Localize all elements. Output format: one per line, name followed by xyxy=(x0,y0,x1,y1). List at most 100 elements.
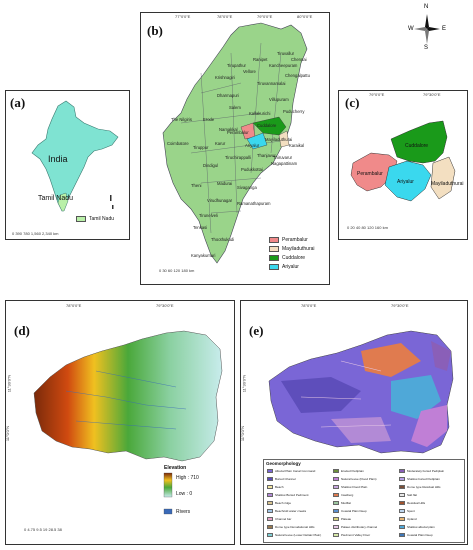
place-label: Karaikal xyxy=(289,143,305,148)
b-tick-top: 80°0'0"E xyxy=(297,14,313,19)
cuddalore-legend: Cuddalore xyxy=(282,255,306,261)
geomorphology-legend-swatch xyxy=(267,501,273,505)
d-tick-top: 78°0'0"E xyxy=(66,303,82,308)
geomorphology-legend-swatch xyxy=(333,477,339,481)
place-label: Perambalur xyxy=(227,130,249,135)
geomorphology-legend-swatch xyxy=(333,525,339,529)
geomorphology-legend-swatch xyxy=(267,509,273,513)
geomorphology-legend-swatch xyxy=(399,477,405,481)
perambalur-legend: Perambalur xyxy=(282,237,308,243)
north-arrow: N S W E xyxy=(408,4,447,51)
geomorphology-legend-swatch xyxy=(333,501,339,505)
geomorphology-legend-title: Geomorphology xyxy=(266,461,301,466)
compass-e: E xyxy=(442,26,447,32)
geomorphology-legend-label: Shallow buried Pediplain xyxy=(407,476,440,481)
geomorphology-legend-swatch xyxy=(399,485,405,489)
panel-d-label: (d) xyxy=(14,323,30,338)
place-label: Ramanathapuram xyxy=(237,201,271,206)
place-label: Kanyakumari xyxy=(191,253,216,258)
geomorphology-legend-swatch xyxy=(333,493,339,497)
geomorphology-legend-swatch xyxy=(333,517,339,521)
ariyalur-map-label: Ariyalur xyxy=(397,179,414,185)
b-tick-top: 79°0'0"E xyxy=(257,14,273,19)
geomorphology-legend-swatch xyxy=(333,469,339,473)
place-label: Madurai xyxy=(217,181,233,186)
place-label: Tiruvannamalai xyxy=(257,81,286,86)
place-label: Tiruvallur xyxy=(277,51,295,56)
c-tick-top: 79°0'0"E xyxy=(369,92,385,97)
geomorphology-legend-label: Upland xyxy=(407,516,417,521)
geomorphology-legend-swatch xyxy=(399,525,405,529)
place-label: Villupuram xyxy=(269,97,289,102)
geomorphology-legend-swatch xyxy=(333,485,339,489)
place-label: Salem xyxy=(229,105,241,110)
geomorphology-legend-swatch xyxy=(267,485,273,489)
place-label: Dindigul xyxy=(203,163,219,168)
geomorphology-legend: Geomorphology Alluvial Plain Canal Comma… xyxy=(263,459,465,543)
e-tick-top: 79°30'0"E xyxy=(391,303,409,308)
geomorphology-legend-swatch xyxy=(399,517,405,521)
place-label: Chennai xyxy=(291,57,307,62)
geomorphology-legend-label: Palaeo distributary channel xyxy=(341,524,378,529)
geomorphology-legend-swatch xyxy=(267,477,273,481)
panel-a-label: (a) xyxy=(10,95,26,110)
compass-n: N xyxy=(424,4,429,10)
panel-d-scale: 0 4.75 9.5 19 28.5 38 xyxy=(24,527,62,532)
geomorphology-legend-label: Piedmont Valley Floor xyxy=(341,532,371,537)
geomorphology-legend-label: Shallow Buried Pediment xyxy=(275,492,309,497)
geomorphology-legend-label: Alluvial Plain Canal Command xyxy=(275,468,316,473)
panel-d-elevation-map: (d) 78°0'0"E 79°30'0"E 11°30'0"N 11°0' xyxy=(5,300,235,545)
compass-rose-icon xyxy=(414,14,440,44)
geomorphology-legend-swatch xyxy=(399,533,405,537)
e-tick-top: 78°0'0"E xyxy=(301,303,317,308)
geomorphology-legend-swatch xyxy=(399,509,405,513)
panel-a-india-map: (a) India Tamil Nadu Tamil Nadu 0 390 78… xyxy=(5,90,130,240)
geomorphology-legend-label: Channel bar xyxy=(275,516,292,521)
tamil-nadu-label: Tamil Nadu xyxy=(38,195,74,202)
ariyalur-swatch xyxy=(269,264,279,270)
place-label: Sivaganga xyxy=(237,185,257,190)
geomorphology-legend-label: Inselberg xyxy=(341,492,354,497)
geomorphology-legend-label: Natural levee (Lower Deltaic Plain) xyxy=(275,532,322,537)
geomorphology-legend-label: Shallow alluvial plain xyxy=(407,524,435,529)
d-tick-left: 11°30'0"N xyxy=(6,374,12,393)
c-tick-top: 79°30'0"E xyxy=(423,92,441,97)
geomorphology-legend-swatch xyxy=(267,525,273,529)
geomorphology-legend-label: Shallow Flood Plain xyxy=(341,484,368,489)
geomorphology-legend-label: Natural levee (Flood Plain) xyxy=(341,476,377,481)
place-label: Theni xyxy=(191,183,202,188)
mayiladuthurai-map-label: Mayiladuthurai xyxy=(431,181,464,187)
geomorphology-legend-swatch xyxy=(333,509,339,513)
ariyalur-legend: Ariyalur xyxy=(282,264,299,270)
geomorphology-legend-label: Spent xyxy=(407,508,415,513)
compass-s: S xyxy=(424,45,429,51)
place-label: Kallakurichi xyxy=(249,111,271,116)
panel-a-scale: 0 390 780 1,560 2,340 km xyxy=(12,231,59,236)
e-tick-left: 11°30'0"N xyxy=(241,374,247,393)
place-label: Coimbatore xyxy=(167,141,189,146)
place-label: Namakkal xyxy=(219,127,238,132)
elevation-high: High : 710 xyxy=(176,475,199,481)
place-label: Tiruppur xyxy=(193,145,209,150)
place-label: Tirunelveli xyxy=(199,213,218,218)
d-tick-top: 79°30'0"E xyxy=(156,303,174,308)
geomorphology-legend-label: Buried Channel xyxy=(275,476,296,481)
geomorphology-legend-label: Dome type Denudational Hills xyxy=(275,524,315,529)
cuddalore-swatch xyxy=(269,255,279,261)
place-label: Virudhunagar xyxy=(207,198,233,203)
place-label: Tirupathur xyxy=(227,63,246,68)
place-label: Tiruchirappalli xyxy=(225,155,251,160)
place-label: Mayiladuthurai xyxy=(265,137,293,142)
geomorphology-legend-swatch xyxy=(399,501,405,505)
place-label: Chengalpattu xyxy=(285,73,310,78)
place-label: Thiruvarur xyxy=(273,155,293,160)
india-outline xyxy=(31,100,119,212)
india-label: India xyxy=(48,154,68,164)
elevation-legend-title: Elevation xyxy=(164,465,187,471)
tamil-nadu-districts xyxy=(162,22,308,264)
tamil-nadu-legend-label: Tamil Nadu xyxy=(89,216,115,222)
geomorphology-legend-label: Beach ridge xyxy=(275,500,292,505)
place-label: Nagapattinam xyxy=(271,161,298,166)
panel-c-label: (c) xyxy=(345,95,360,110)
mayiladuthurai-swatch xyxy=(269,246,279,252)
